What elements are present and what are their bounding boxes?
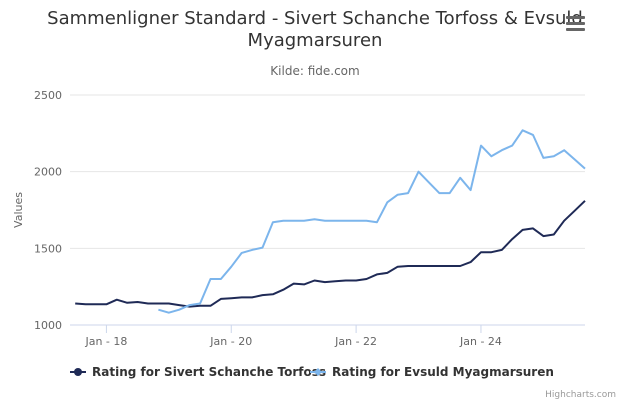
legend-symbol-marker <box>314 368 322 376</box>
credit-link[interactable]: Highcharts.com <box>545 390 616 400</box>
menu-bar <box>566 28 585 31</box>
legend-item-label: Rating for Evsuld Myagmarsuren <box>332 365 554 379</box>
x-tick-label: Jan - 20 <box>209 335 252 348</box>
series-line-2 <box>158 129 586 314</box>
menu-bar <box>566 16 585 19</box>
y-axis-title: Values <box>12 192 25 228</box>
y-tick-label: 2500 <box>34 89 62 102</box>
series-line-1 <box>75 200 586 308</box>
y-tick-label: 1500 <box>34 242 62 255</box>
x-tick-label: Jan - 22 <box>334 335 377 348</box>
y-tick-label: 2000 <box>34 166 62 179</box>
y-tick-label: 1000 <box>34 319 62 332</box>
legend-item-label: Rating for Sivert Schanche Torfoss <box>92 365 326 379</box>
legend-symbol-marker <box>74 368 82 376</box>
chart-subtitle: Kilde: fide.com <box>270 64 360 78</box>
menu-bar <box>566 22 585 25</box>
chart-title: Sammenligner Standard - Sivert Schanche … <box>47 8 583 51</box>
hamburger-menu-icon[interactable] <box>566 16 585 32</box>
x-tick-label: Jan - 18 <box>84 335 127 348</box>
x-tick-label: Jan - 24 <box>459 335 502 348</box>
